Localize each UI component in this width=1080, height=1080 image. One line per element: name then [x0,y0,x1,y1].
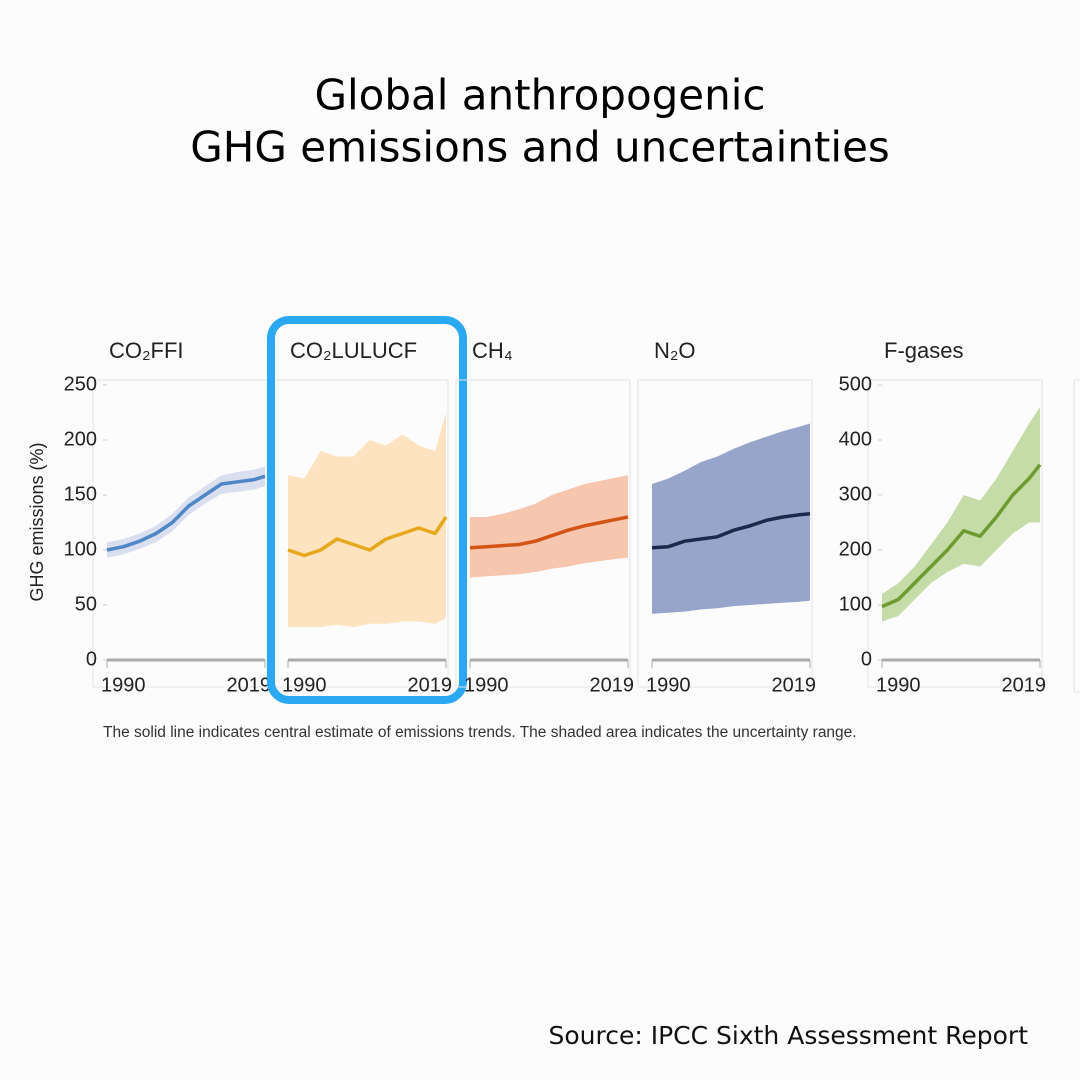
x-tick-label: 1990 [646,674,691,696]
panel-title: CO₂FFI [109,338,184,363]
x-tick-label: 1990 [876,674,921,696]
y-tick-label: 400 [839,428,872,450]
x-tick-label: 1990 [464,674,509,696]
y-tick-label: 100 [64,538,97,560]
central-line [106,474,266,552]
panel-title: N₂O [654,338,696,363]
panel-title: CO₂LULUCF [290,338,417,363]
y-tick-label: 0 [861,648,872,670]
y-tick-label: 300 [839,483,872,505]
y-tick-label: 100 [839,593,872,615]
y-tick-label: 250 [64,373,97,395]
x-tick-label: 2019 [408,674,453,696]
x-tick-label: 2019 [1002,674,1047,696]
x-tick-label: 2019 [772,674,817,696]
x-tick-label: 1990 [101,674,146,696]
central-line [287,516,448,558]
x-tick-label: 1990 [282,674,327,696]
caption: The solid line indicates central estimat… [103,724,857,741]
y-tick-label: 200 [64,428,97,450]
y-tick-label: 150 [64,483,97,505]
title-line: GHG emissions and uncertainties [190,123,890,172]
panel-title: CH₄ [472,338,513,363]
uncertainty-band [882,407,1040,622]
cropped-panel [1073,379,1080,693]
uncertainty-band [470,475,628,578]
central-line [651,511,811,550]
y-axis-label: GHG emissions (%) [27,442,47,601]
panel-frame [867,379,1043,688]
panel-title: F-gases [884,338,963,363]
y-tick-label: 50 [75,593,97,615]
central-line [881,463,1042,609]
y-tick-label: 500 [839,373,872,395]
source: Source: IPCC Sixth Assessment Report [548,1021,1028,1050]
y-tick-label: 0 [86,648,97,670]
y-tick-label: 200 [839,538,872,560]
uncertainty-band [288,412,446,627]
central-line [469,515,629,550]
x-tick-label: 2019 [590,674,635,696]
uncertainty-band [107,466,265,558]
panel-frame [455,379,631,688]
panel-frame [92,379,268,688]
panel-frame [637,379,813,688]
uncertainty-band [652,423,810,614]
title-line: Global anthropogenic [314,71,765,120]
x-tick-label: 2019 [227,674,272,696]
highlight-box [267,316,467,704]
